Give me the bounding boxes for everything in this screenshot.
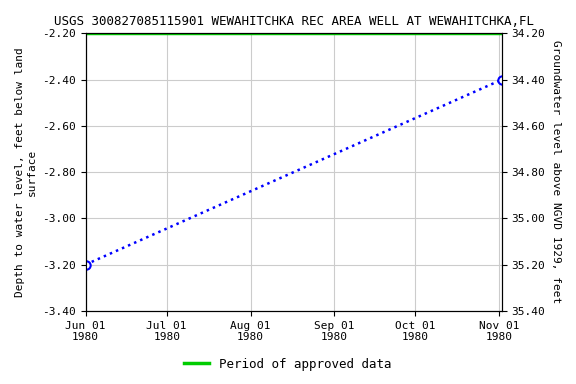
Y-axis label: Groundwater level above NGVD 1929, feet: Groundwater level above NGVD 1929, feet — [551, 40, 561, 304]
Legend: Period of approved data: Period of approved data — [179, 353, 397, 376]
Y-axis label: Depth to water level, feet below land
surface: Depth to water level, feet below land su… — [15, 47, 37, 297]
Title: USGS 300827085115901 WEWAHITCHKA REC AREA WELL AT WEWAHITCHKA,FL: USGS 300827085115901 WEWAHITCHKA REC ARE… — [54, 15, 534, 28]
